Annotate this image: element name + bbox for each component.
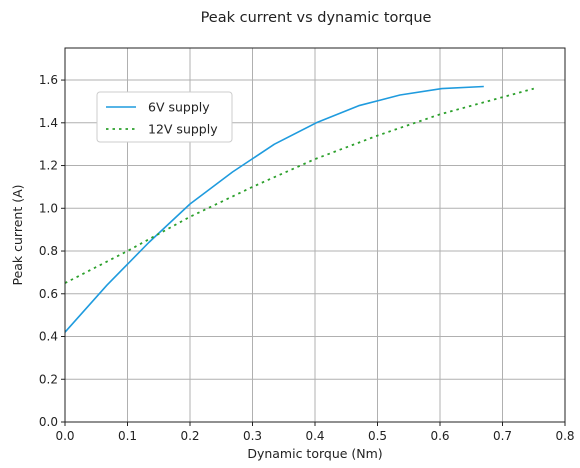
x-axis-ticks: 0.0 0.1 0.2 0.3 0.4 0.5 0.6 0.7 0.8: [55, 422, 575, 443]
y-tick-label: 1.2: [39, 159, 58, 173]
chart-title: Peak current vs dynamic torque: [201, 10, 432, 26]
y-tick-label: 1.6: [39, 73, 58, 87]
x-tick-label: 0.6: [430, 429, 449, 443]
legend: 6V supply 12V supply: [96, 91, 233, 143]
y-tick-label: 0.6: [39, 287, 58, 301]
y-tick-label: 0.8: [39, 244, 58, 258]
legend-label-6v: 6V supply: [148, 100, 210, 115]
x-tick-label: 0.7: [493, 429, 512, 443]
y-tick-label: 0.4: [39, 330, 58, 344]
x-tick-label: 0.1: [118, 429, 137, 443]
y-tick-label: 0.2: [39, 372, 58, 386]
x-tick-label: 0.0: [55, 429, 74, 443]
series-lines: [64, 85, 535, 333]
legend-box: [96, 91, 233, 143]
x-tick-label: 0.8: [555, 429, 574, 443]
legend-label-12v: 12V supply: [148, 122, 218, 137]
x-tick-label: 0.5: [368, 429, 387, 443]
x-tick-label: 0.3: [243, 429, 262, 443]
y-tick-label: 1.4: [39, 116, 58, 130]
series-6v-line: [64, 85, 484, 333]
y-tick-label: 0.0: [39, 415, 58, 429]
series-12v-line: [64, 87, 535, 284]
x-tick-label: 0.4: [305, 429, 324, 443]
x-tick-label: 0.2: [180, 429, 199, 443]
y-axis-ticks: 0.0 0.2 0.4 0.6 0.8 1.0 1.2 1.4 1.6: [39, 73, 65, 429]
y-axis-label: Peak current (A): [10, 184, 25, 285]
x-axis-label: Dynamic torque (Nm): [247, 446, 382, 461]
y-tick-label: 1.0: [39, 201, 58, 215]
